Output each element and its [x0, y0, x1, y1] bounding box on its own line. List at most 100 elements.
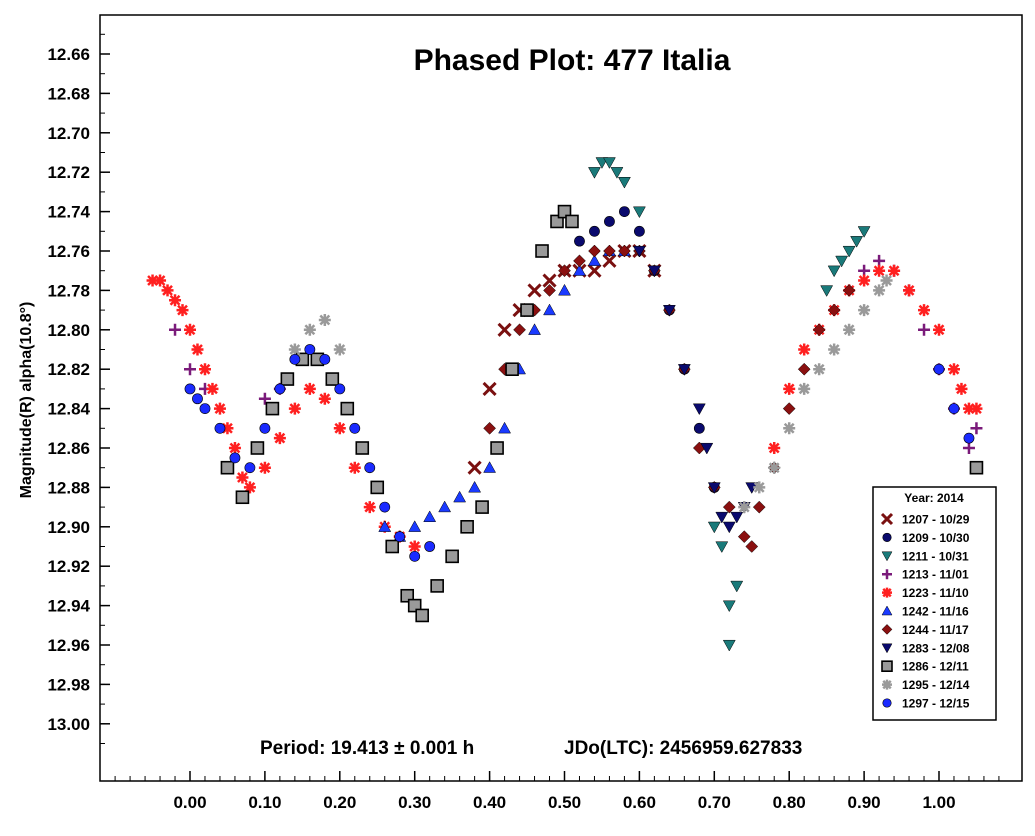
data-point: [280, 372, 295, 386]
data-point: [303, 323, 316, 336]
y-tick-label: 12.90: [47, 518, 90, 537]
data-point: [273, 432, 286, 445]
data-point: [220, 460, 235, 475]
data-point: [880, 274, 893, 287]
data-point: [693, 422, 705, 434]
data-point: [482, 381, 497, 396]
data-point: [715, 511, 729, 524]
data-point: [677, 364, 691, 376]
data-point: [318, 313, 331, 326]
data-point: [236, 471, 249, 484]
data-point: [169, 323, 182, 336]
data-point: [858, 304, 871, 317]
data-point: [349, 422, 361, 434]
y-axis-label: Magnitude(R) alpha(10.8°): [18, 302, 35, 499]
data-point: [363, 501, 376, 514]
data-point: [483, 421, 496, 435]
data-point: [258, 392, 271, 405]
legend-marker: [882, 698, 892, 708]
data-point: [730, 580, 744, 593]
data-point: [385, 539, 400, 554]
data-point: [588, 244, 601, 258]
data-point: [543, 303, 556, 316]
data-point: [325, 372, 340, 386]
data-point: [490, 441, 504, 455]
legend-marker: [882, 587, 892, 598]
data-point: [535, 244, 549, 258]
data-point: [318, 392, 331, 405]
y-tick-label: 12.92: [47, 557, 90, 576]
y-tick-label: 12.98: [47, 675, 90, 694]
data-point: [565, 214, 579, 229]
y-tick-label: 13.00: [47, 715, 90, 734]
data-point: [587, 263, 602, 278]
legend: Year: 2014 1207 - 10/29 1209 - 10/30 1211 …: [872, 486, 997, 721]
data-point: [550, 214, 564, 229]
data-point: [962, 402, 975, 415]
data-point: [827, 265, 841, 278]
data-point: [483, 461, 497, 473]
data-point: [400, 588, 415, 603]
data-point: [557, 204, 572, 219]
data-point: [497, 322, 512, 337]
y-tick-label: 12.66: [47, 45, 90, 64]
data-point: [221, 422, 234, 435]
data-point: [409, 550, 421, 562]
legend-title: Year: 2014: [904, 491, 964, 505]
legend-box: [872, 486, 997, 721]
data-point: [617, 177, 631, 189]
epoch-note: JDo(LTC): 2456959.627833: [564, 738, 802, 759]
data-point: [918, 323, 931, 336]
data-point: [768, 442, 781, 454]
legend-label: 1244 - 11/17: [902, 623, 969, 637]
data-point: [722, 639, 736, 652]
data-point: [407, 598, 422, 613]
data-point: [820, 285, 834, 297]
y-tick-label: 12.78: [47, 281, 90, 300]
data-point: [258, 461, 271, 474]
data-point: [888, 264, 901, 277]
data-point: [857, 226, 871, 238]
data-point: [969, 460, 984, 475]
data-point: [445, 549, 459, 564]
data-point: [378, 520, 392, 532]
series-3: [588, 157, 871, 652]
data-point: [438, 500, 452, 513]
legend-marker: [882, 679, 892, 690]
data-point: [858, 274, 871, 287]
x-tick-label: 0.00: [173, 793, 206, 812]
legend-label: 1223 - 11/10: [902, 586, 969, 600]
data-point: [783, 422, 796, 435]
data-point: [573, 264, 586, 276]
data-point: [662, 305, 676, 317]
data-point: [632, 206, 646, 219]
y-tick-label: 12.80: [47, 321, 90, 340]
data-point: [873, 284, 886, 297]
data-point: [206, 382, 219, 395]
y-tick-label: 12.84: [47, 400, 90, 419]
data-point: [198, 363, 211, 376]
data-point: [962, 442, 975, 454]
y-tick-label: 12.70: [47, 124, 90, 143]
data-point: [303, 382, 316, 395]
legend-marker: [881, 551, 893, 562]
plot-frame: [99, 14, 1023, 782]
y-tick-label: 12.82: [47, 360, 90, 379]
data-point: [176, 304, 189, 317]
data-point: [813, 363, 826, 376]
data-point: [430, 579, 444, 593]
data-point: [948, 403, 960, 414]
x-axis: 0.00 0.10 0.20 0.30 0.40 0.50 0.60 0.70 0.80 0.90…: [114, 771, 1000, 812]
data-point: [730, 511, 744, 524]
data-point: [333, 343, 346, 356]
data-point: [722, 600, 736, 613]
data-point: [244, 462, 256, 474]
chart-title: Phased Plot: 477 Italia: [414, 44, 731, 77]
x-tick-label: 0.10: [248, 793, 281, 812]
x-tick-label: 0.70: [698, 793, 731, 812]
data-point: [528, 323, 541, 335]
legend-label: 1242 - 11/16: [902, 605, 969, 619]
data-point: [752, 500, 766, 514]
